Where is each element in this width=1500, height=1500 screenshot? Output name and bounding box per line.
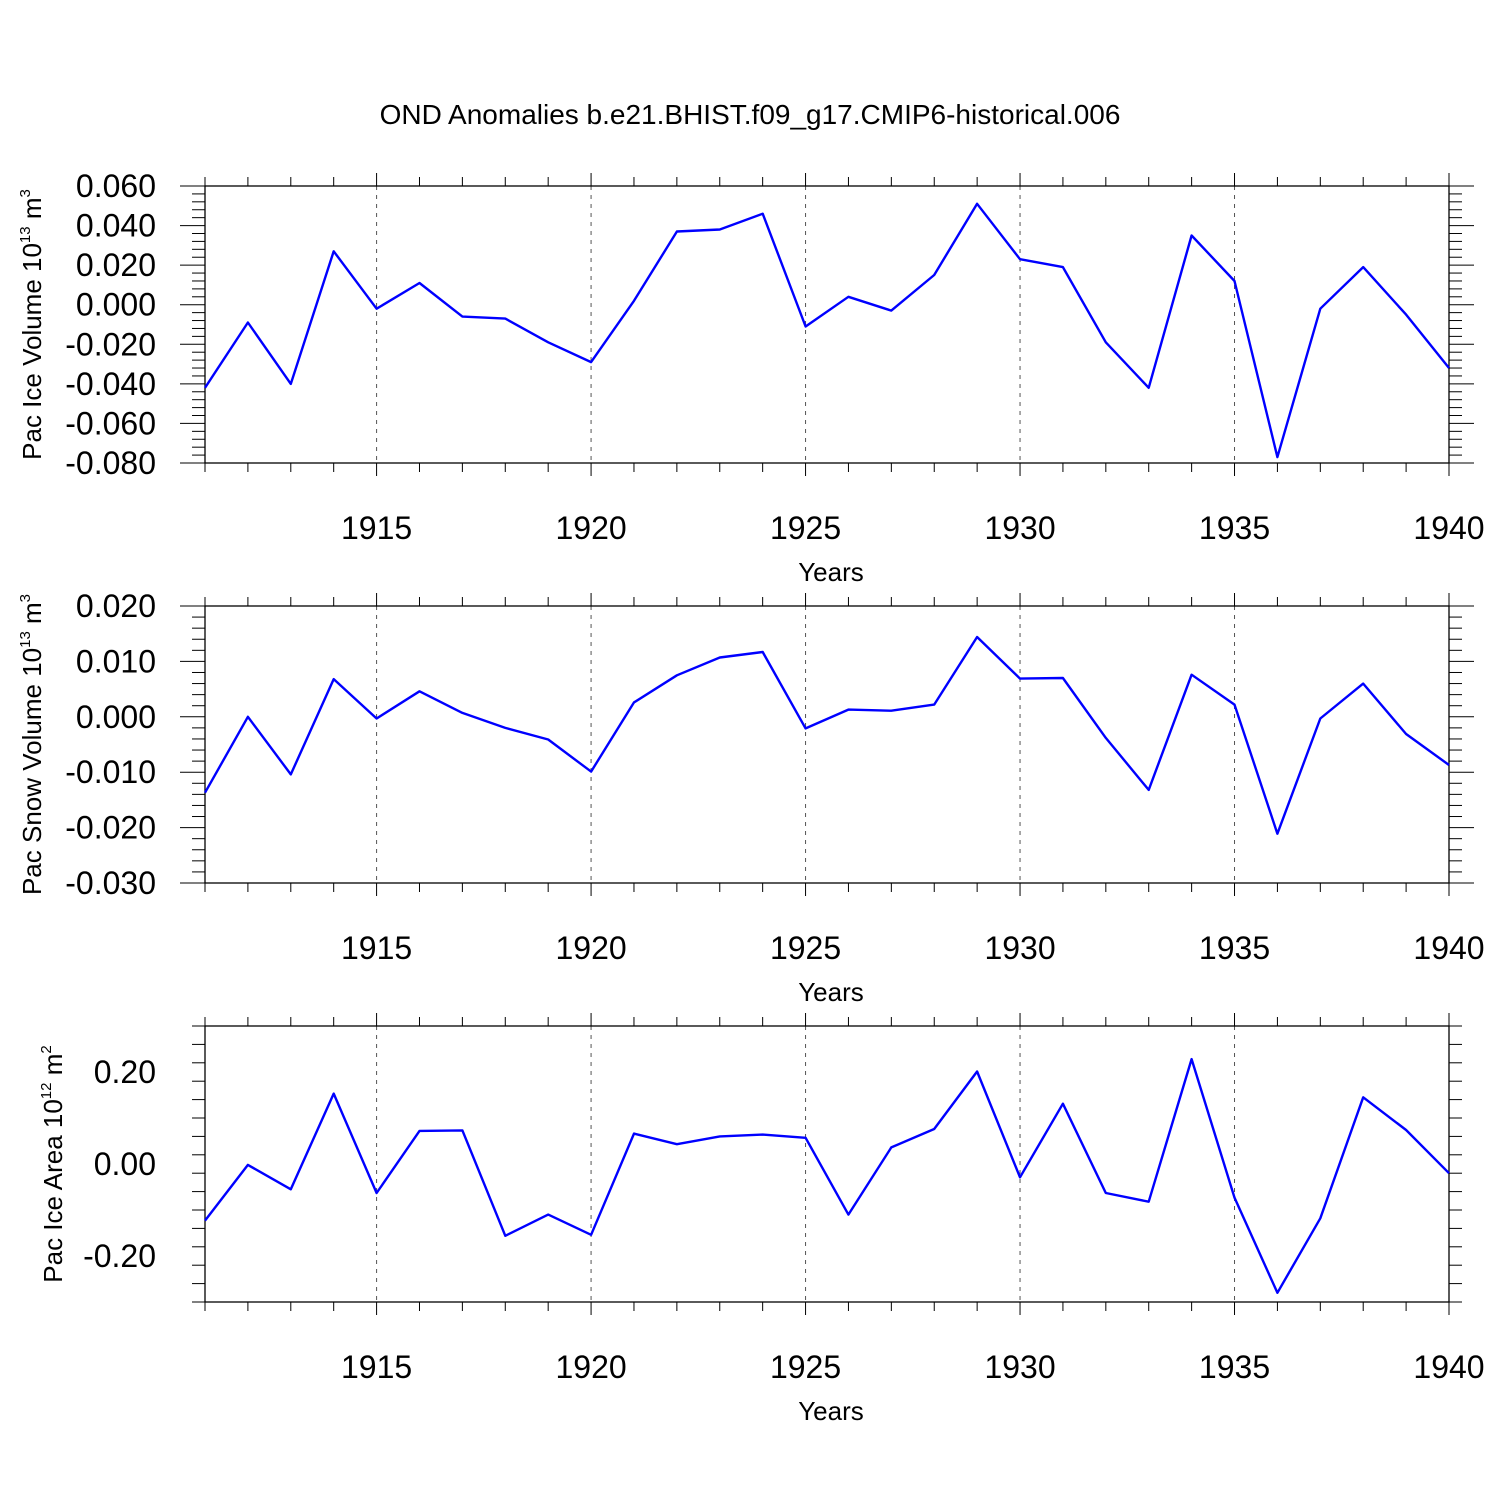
y-axis-label: Pac Ice Area 1012 m2: [38, 1045, 68, 1282]
x-tick-label: 1930: [984, 510, 1055, 546]
y-axis-label: Pac Snow Volume 1013 m3: [17, 594, 47, 895]
y-label-exponent: 3: [17, 594, 34, 602]
x-tick-label: 1925: [770, 510, 841, 546]
x-tick-label: 1925: [770, 1349, 841, 1385]
y-label-text: Pac Ice Area 10: [38, 1099, 68, 1283]
y-tick-label: 0.060: [76, 168, 156, 204]
x-tick-label: 1925: [770, 930, 841, 966]
x-tick-label: 1935: [1199, 510, 1270, 546]
x-tick-label: 1920: [555, 930, 626, 966]
x-tick-label: 1920: [555, 1349, 626, 1385]
y-label-exponent: 2: [38, 1045, 55, 1053]
plot-frame: [204, 605, 1450, 884]
y-label-unit: m: [17, 197, 47, 226]
y-tick-label: -0.060: [65, 405, 156, 441]
x-tick-label: 1930: [984, 930, 1055, 966]
x-tick-label: 1935: [1199, 930, 1270, 966]
chart-panel-2: -0.030 -0.020 -0.010 0.000 0.010 0.020 1915 192…: [17, 588, 1485, 1007]
y-tick-label: 0.010: [76, 643, 156, 679]
y-label-exponent: 12: [38, 1082, 55, 1099]
y-tick-label: -0.080: [65, 445, 156, 481]
y-tick-label: 0.040: [76, 208, 156, 244]
y-label-unit: m: [17, 602, 47, 631]
y-label-text: Pac Ice Volume 10: [17, 243, 47, 460]
x-axis-label: Years: [798, 557, 864, 587]
y-axis-label: Pac Ice Volume 1013 m3: [17, 189, 47, 460]
y-label-exponent: 13: [17, 631, 34, 648]
y-tick-label: -0.040: [65, 366, 156, 402]
y-tick-label: 0.020: [76, 247, 156, 283]
x-tick-label: 1915: [341, 510, 412, 546]
plot-frame: [204, 1025, 1450, 1303]
x-tick-label: 1940: [1413, 1349, 1484, 1385]
x-tick-label: 1940: [1413, 510, 1484, 546]
series-line: [204, 1057, 1450, 1295]
x-tick-label: 1915: [341, 930, 412, 966]
x-tick-label: 1930: [984, 1349, 1055, 1385]
y-tick-label: 0.00: [94, 1146, 156, 1182]
y-tick-label: 0.20: [94, 1054, 156, 1090]
y-label-exponent: 3: [17, 189, 34, 197]
chart-panel-3: -0.20 0.00 0.20 1915 1920 1925 1930 1935 1940 Yea…: [38, 1013, 1485, 1426]
x-tick-label: 1915: [341, 1349, 412, 1385]
y-tick-label: 0.000: [76, 699, 156, 735]
y-label-unit: m: [38, 1054, 68, 1083]
y-label-text: Pac Snow Volume 10: [17, 648, 47, 895]
y-tick-label: 0.000: [76, 287, 156, 323]
x-axis-label: Years: [798, 1396, 864, 1426]
x-tick-label: 1940: [1413, 930, 1484, 966]
x-axis-label: Years: [798, 977, 864, 1007]
figure-title: OND Anomalies b.e21.BHIST.f09_g17.CMIP6-…: [380, 99, 1121, 130]
series-line: [203, 202, 1450, 459]
y-tick-label: -0.010: [65, 754, 156, 790]
y-tick-label: 0.020: [76, 588, 156, 624]
plot-frame: [204, 185, 1450, 464]
series-line: [203, 635, 1450, 835]
y-label-exponent: 13: [17, 226, 34, 243]
y-tick-label: -0.020: [65, 326, 156, 362]
y-tick-label: -0.030: [65, 865, 156, 901]
y-tick-label: -0.020: [65, 810, 156, 846]
x-tick-label: 1935: [1199, 1349, 1270, 1385]
y-tick-label: -0.20: [83, 1238, 156, 1274]
x-tick-label: 1920: [555, 510, 626, 546]
